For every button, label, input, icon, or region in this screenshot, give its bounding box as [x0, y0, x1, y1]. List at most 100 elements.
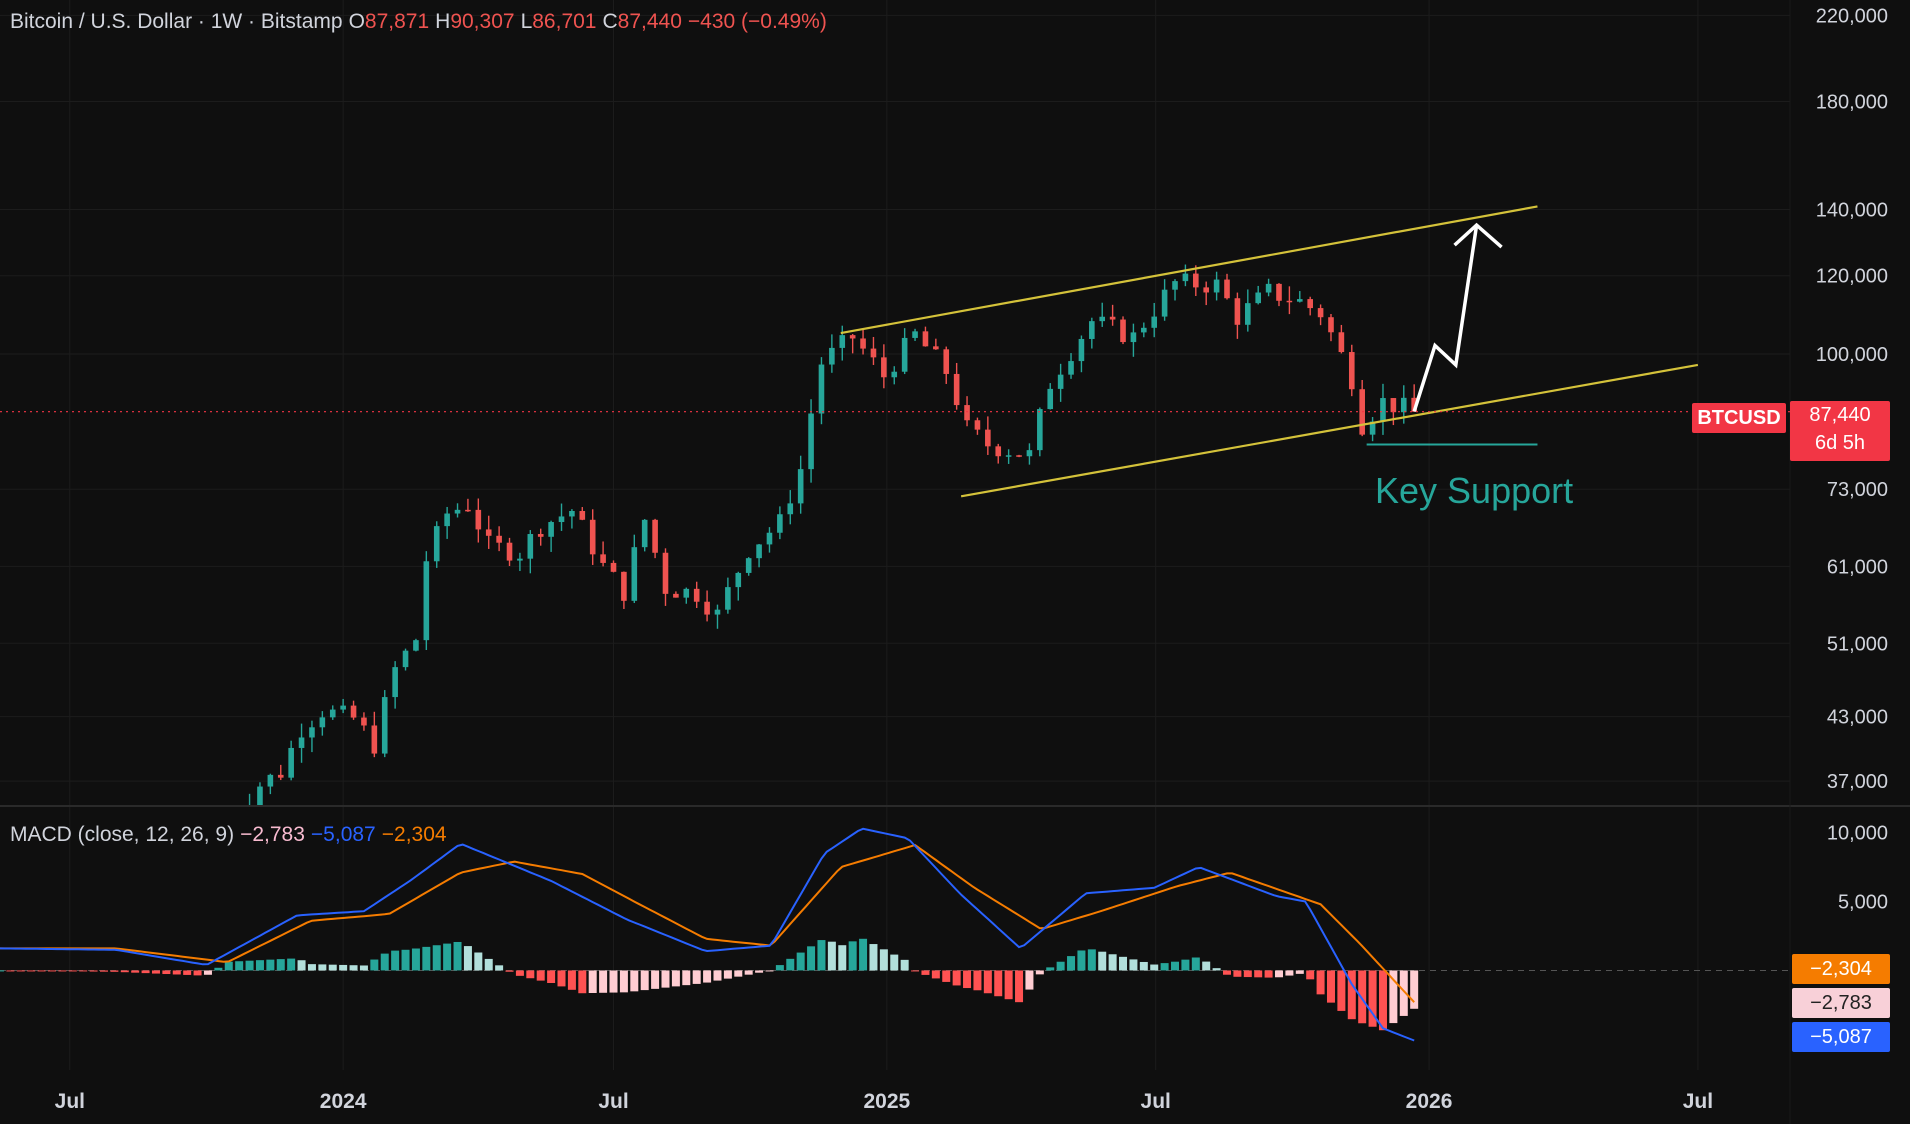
candle-body	[735, 572, 742, 588]
macd-histogram-bar	[131, 970, 140, 973]
macd-histogram-bar	[297, 960, 306, 971]
time-tick-label: Jul	[1683, 1090, 1713, 1113]
macd-histogram-bar	[807, 946, 816, 971]
candle-body	[1037, 409, 1043, 451]
last-price: 87,440	[1809, 404, 1871, 426]
candle-body	[1286, 300, 1293, 303]
price-tick-label: 73,000	[1827, 479, 1888, 501]
macd-histogram-bar	[183, 970, 192, 975]
macd-histogram-bar	[1035, 970, 1044, 975]
macd-histogram-bar	[453, 941, 462, 971]
macd-histogram-bar	[505, 970, 514, 972]
candle-body	[1057, 374, 1064, 389]
macd-tick-label: 5,000	[1838, 892, 1888, 914]
macd-histogram-bar	[651, 970, 660, 989]
macd-histogram-bar	[869, 944, 878, 971]
macd-histogram-bar	[1337, 970, 1346, 1011]
macd-histogram-bar	[609, 970, 618, 993]
macd-histogram-bar	[1285, 970, 1294, 976]
candle-body	[454, 509, 461, 514]
low-label: L	[520, 10, 533, 33]
macd-histogram-bar	[235, 961, 244, 971]
macd-histogram-bar	[1254, 970, 1263, 978]
macd-histogram-bar	[942, 970, 951, 982]
macd-histogram-bar	[463, 946, 472, 971]
projection-arrow-path	[1412, 224, 1479, 412]
macd-histogram-bar	[931, 970, 940, 979]
macd-histogram-bar	[1274, 970, 1283, 978]
candle-body	[319, 717, 326, 728]
macd-histogram-bar	[890, 954, 899, 971]
candle-body	[537, 534, 544, 537]
candle-body	[1328, 317, 1334, 333]
time-tick-label: Jul	[1141, 1090, 1171, 1113]
candle-body	[1255, 292, 1261, 304]
macd-histogram-bar	[921, 970, 930, 975]
price-tick-label: 100,000	[1816, 344, 1888, 366]
candle-body	[589, 519, 596, 555]
candle-body	[548, 522, 554, 537]
macd-histogram-bar	[1129, 959, 1138, 971]
low-value: 86,701	[532, 10, 597, 33]
macd-histogram-bar	[1171, 961, 1180, 971]
candle-body	[433, 526, 440, 562]
macd-title: MACD (close, 12, 26, 9)	[10, 823, 235, 846]
candle-body	[985, 429, 991, 447]
macd-histogram-bar	[318, 964, 327, 971]
candle-body	[777, 514, 783, 533]
macd-histogram-bar	[900, 959, 909, 971]
candle-body	[1120, 319, 1126, 343]
candle-body	[829, 347, 835, 365]
candle-body	[309, 727, 315, 738]
candle-body	[1338, 332, 1345, 353]
macd-histogram-bar	[245, 960, 254, 971]
candle-body	[1047, 388, 1054, 410]
macd-histogram-bar	[1212, 968, 1221, 971]
candle-body	[1380, 398, 1386, 422]
candle-body	[340, 705, 346, 710]
candle-body	[579, 510, 586, 520]
macd-histogram-bar	[599, 970, 608, 993]
candle-body	[1307, 299, 1313, 309]
candle-body	[465, 509, 471, 512]
last-price-badge: 87,440 6d 5h	[1790, 401, 1890, 461]
macd-histogram-bar	[1233, 970, 1242, 977]
time-tick-label: Jul	[598, 1090, 628, 1113]
macd-histogram-bar	[515, 970, 524, 976]
time-tick-label: 2024	[320, 1090, 367, 1113]
macd-histogram-bar	[1316, 970, 1325, 995]
macd-histogram-bar	[99, 970, 108, 972]
macd-histogram-bar	[557, 970, 566, 987]
macd-histogram-bar	[443, 943, 452, 971]
macd-legend: MACD (close, 12, 26, 9) −2,783 −5,087 −2…	[10, 823, 453, 847]
macd-histogram-bar	[27, 970, 36, 972]
macd-histogram-bar	[994, 970, 1003, 997]
candle-body	[673, 593, 679, 598]
macd-histogram-bar	[68, 970, 77, 972]
macd-histogram-bar	[1389, 970, 1398, 1024]
candle-body	[1141, 327, 1147, 333]
candle-body	[1089, 321, 1095, 339]
candle-body	[517, 558, 523, 561]
macd-histogram-bar	[879, 949, 888, 971]
macd-histogram-bar	[1410, 970, 1419, 1009]
high-label: H	[435, 10, 451, 33]
macd-histogram-bar	[1108, 954, 1117, 971]
candle-body	[953, 373, 960, 406]
macd-panel: 10,000 5,000	[0, 823, 1888, 1042]
candle-body	[569, 510, 575, 517]
candle-body	[995, 446, 1002, 457]
candle-body	[964, 405, 970, 421]
candle-body	[870, 348, 877, 358]
time-tick-label: Jul	[55, 1090, 85, 1113]
candle-body	[392, 667, 398, 698]
macd-histogram-bar	[6, 970, 15, 972]
candle-body	[641, 519, 648, 548]
price-axis: 220,000 180,000 140,000 120,000 100,000 73,00…	[1816, 5, 1888, 793]
macd-histogram-bar	[307, 964, 316, 971]
macd-histogram-bar	[796, 952, 805, 971]
time-tick-label: 2026	[1406, 1090, 1453, 1113]
macd-histogram-bar	[328, 964, 337, 971]
channel-upper-line	[840, 205, 1538, 335]
